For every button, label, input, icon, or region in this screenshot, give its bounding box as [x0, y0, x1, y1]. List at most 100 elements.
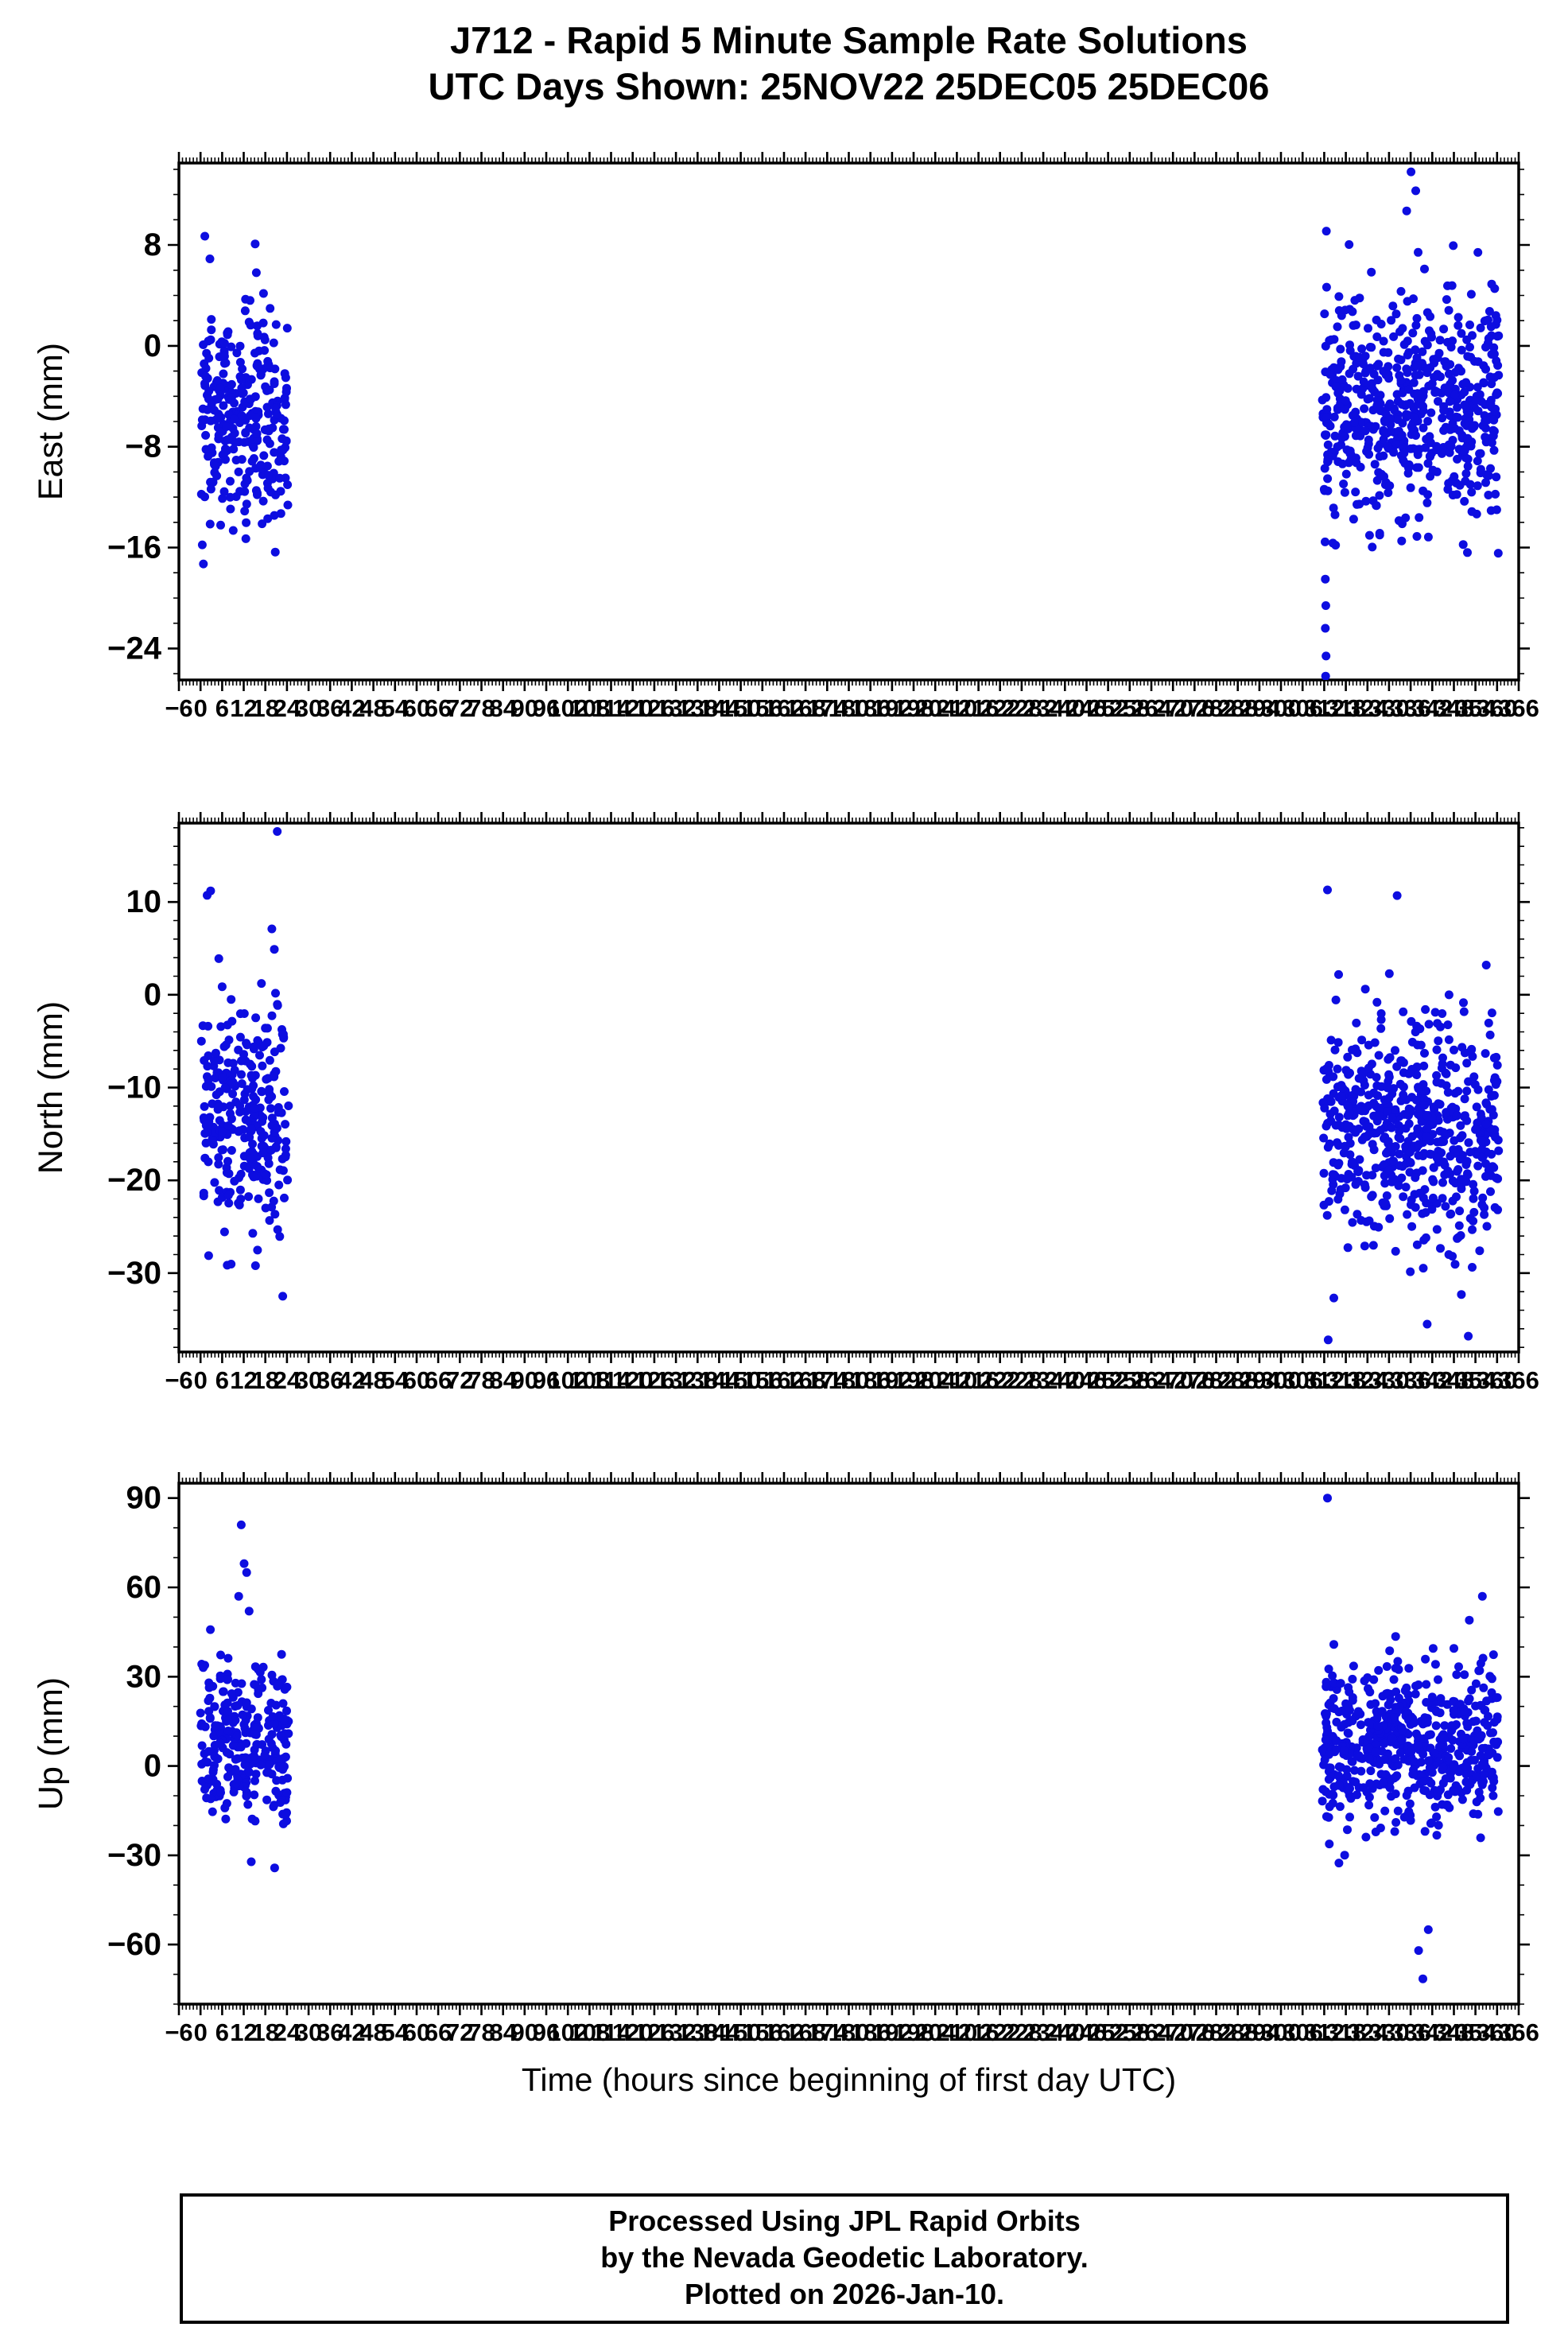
- svg-text:−6: −6: [165, 2018, 192, 2046]
- svg-text:264: 264: [1131, 694, 1172, 722]
- svg-text:66: 66: [425, 1366, 452, 1394]
- svg-text:210: 210: [937, 2018, 978, 2046]
- panel-east: −6 0 6 121824303642485460667278849096102108…: [32, 152, 1539, 722]
- svg-text:228: 228: [1001, 694, 1042, 722]
- svg-text:318: 318: [1325, 694, 1367, 722]
- tick-labels: −6 0 6 121824303642485460667278849096102108…: [107, 884, 1539, 1394]
- footer-box: Processed Using JPL Rapid Orbits by the …: [180, 2193, 1509, 2324]
- svg-text:18: 18: [251, 1366, 278, 1394]
- svg-text:168: 168: [785, 2018, 826, 2046]
- svg-text:114: 114: [591, 694, 631, 722]
- svg-text:0: 0: [194, 1366, 208, 1394]
- svg-text:138: 138: [677, 1366, 718, 1394]
- svg-text:186: 186: [850, 694, 891, 722]
- svg-text:288: 288: [1217, 2018, 1259, 2046]
- svg-text:0: 0: [144, 1749, 161, 1784]
- svg-text:78: 78: [468, 1366, 495, 1394]
- svg-text:126: 126: [634, 694, 675, 722]
- svg-text:6: 6: [215, 2018, 229, 2046]
- footer-line-2: by the Nevada Geodetic Laboratory.: [600, 2241, 1089, 2274]
- svg-text:132: 132: [655, 1366, 697, 1394]
- svg-text:48: 48: [359, 1366, 386, 1394]
- plot-frame: [177, 1482, 1520, 2006]
- svg-text:132: 132: [655, 694, 697, 722]
- svg-text:318: 318: [1325, 2018, 1367, 2046]
- svg-text:36: 36: [316, 2018, 343, 2046]
- svg-text:348: 348: [1434, 2018, 1475, 2046]
- svg-text:6: 6: [215, 694, 229, 722]
- svg-text:138: 138: [677, 2018, 718, 2046]
- svg-text:330: 330: [1368, 694, 1410, 722]
- svg-text:276: 276: [1174, 694, 1215, 722]
- svg-text:120: 120: [612, 2018, 654, 2046]
- svg-text:246: 246: [1066, 694, 1108, 722]
- svg-text:−10: −10: [107, 1070, 161, 1105]
- svg-text:198: 198: [893, 694, 934, 722]
- svg-text:12: 12: [230, 2018, 257, 2046]
- svg-text:288: 288: [1217, 694, 1259, 722]
- svg-text:72: 72: [446, 1366, 473, 1394]
- svg-text:24: 24: [274, 694, 301, 722]
- svg-text:336: 336: [1390, 694, 1431, 722]
- svg-text:18: 18: [251, 694, 278, 722]
- svg-text:210: 210: [937, 1366, 978, 1394]
- plot-frame: [177, 822, 1520, 1354]
- svg-text:120: 120: [612, 694, 654, 722]
- svg-text:246: 246: [1066, 2018, 1108, 2046]
- svg-text:84: 84: [489, 1366, 517, 1394]
- svg-text:264: 264: [1131, 1366, 1172, 1394]
- svg-text:84: 84: [489, 694, 517, 722]
- svg-text:198: 198: [893, 2018, 934, 2046]
- svg-text:240: 240: [1044, 1366, 1085, 1394]
- svg-text:186: 186: [850, 1366, 891, 1394]
- svg-text:0: 0: [144, 328, 161, 363]
- svg-text:306: 306: [1282, 694, 1323, 722]
- plot-frame: [177, 161, 1520, 682]
- svg-text:174: 174: [806, 1366, 848, 1394]
- minor-ticks: [173, 818, 1524, 1358]
- svg-text:336: 336: [1390, 2018, 1431, 2046]
- x-axis-title: Time (hours since beginning of first day…: [521, 2061, 1177, 2098]
- svg-text:90: 90: [511, 1366, 538, 1394]
- svg-text:264: 264: [1131, 2018, 1172, 2046]
- svg-text:300: 300: [1260, 2018, 1302, 2046]
- svg-text:−16: −16: [107, 530, 161, 565]
- svg-text:228: 228: [1001, 2018, 1042, 2046]
- svg-text:240: 240: [1044, 2018, 1085, 2046]
- svg-text:126: 126: [634, 2018, 675, 2046]
- svg-text:−24: −24: [107, 631, 162, 666]
- svg-text:30: 30: [295, 1366, 322, 1394]
- svg-text:132: 132: [655, 2018, 697, 2046]
- svg-text:30: 30: [295, 2018, 322, 2046]
- svg-text:312: 312: [1304, 1366, 1345, 1394]
- svg-text:72: 72: [446, 2018, 473, 2046]
- panel-north: −6 0 6 121824303642485460667278849096102108…: [32, 812, 1539, 1394]
- svg-text:330: 330: [1368, 2018, 1410, 2046]
- svg-text:210: 210: [937, 694, 978, 722]
- svg-text:144: 144: [699, 1366, 740, 1394]
- svg-text:204: 204: [914, 1366, 956, 1394]
- svg-text:108: 108: [569, 1366, 611, 1394]
- svg-text:108: 108: [569, 694, 611, 722]
- svg-text:60: 60: [403, 1366, 430, 1394]
- svg-text:216: 216: [958, 1366, 999, 1394]
- svg-text:246: 246: [1066, 1366, 1108, 1394]
- major-ticks: [168, 1472, 1530, 2015]
- svg-text:138: 138: [677, 694, 718, 722]
- svg-text:258: 258: [1109, 694, 1151, 722]
- svg-text:234: 234: [1023, 2018, 1064, 2046]
- svg-text:294: 294: [1239, 1366, 1280, 1394]
- svg-text:42: 42: [338, 1366, 365, 1394]
- svg-text:180: 180: [829, 1366, 870, 1394]
- svg-text:96: 96: [533, 1366, 560, 1394]
- svg-text:54: 54: [382, 694, 409, 722]
- svg-text:0: 0: [144, 977, 161, 1012]
- svg-text:−20: −20: [107, 1163, 161, 1198]
- figure-title: J712 - Rapid 5 Minute Sample Rate Soluti…: [450, 19, 1248, 61]
- svg-text:318: 318: [1325, 1366, 1367, 1394]
- svg-text:−8: −8: [125, 429, 161, 464]
- svg-text:90: 90: [126, 1481, 162, 1516]
- scatter-points: [196, 1494, 1503, 1983]
- svg-text:0: 0: [194, 2018, 208, 2046]
